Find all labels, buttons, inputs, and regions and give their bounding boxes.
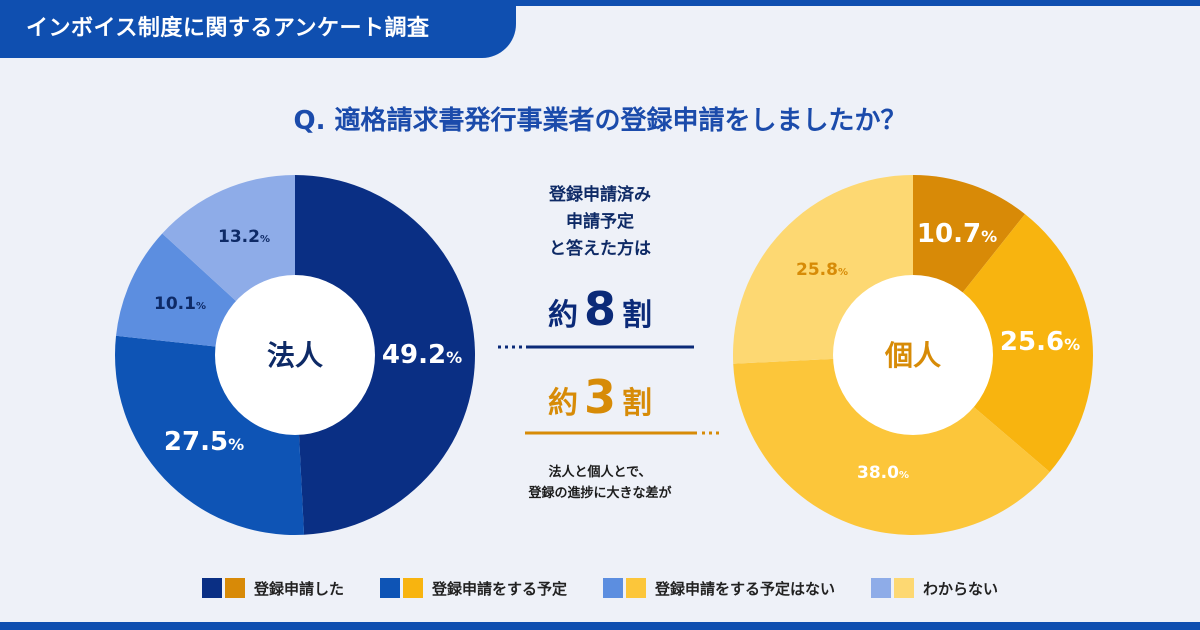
donut-center-title: 法人: [267, 339, 323, 372]
center-note: 登録申請済み 申請予定 と答えた方は: [480, 182, 720, 263]
individual-ratio-prefix: 約: [547, 386, 578, 421]
donut-data-label: 49.2%: [382, 340, 462, 370]
legend-swatch-individual: [224, 578, 245, 598]
donut-data-label: 38.0%: [857, 463, 909, 483]
legend-swatch-corp: [871, 578, 892, 598]
center-note-line-2: 申請予定: [566, 212, 634, 232]
legend-swatch-individual: [402, 578, 423, 598]
individual-ratio-number: 3: [583, 370, 616, 424]
corp-ratio-number: 8: [583, 282, 616, 336]
legend-swatch-corp: [379, 578, 400, 598]
donut-hole: [215, 275, 375, 435]
donut-hole: [833, 275, 993, 435]
footnote-line-1: 法人と個人とで、: [548, 465, 652, 480]
donut-slice: [295, 175, 475, 535]
legend-item-not-planned: 登録申請をする予定はない: [603, 578, 835, 599]
donut-slice: [913, 214, 1093, 473]
legend: 登録申請した 登録申請をする予定 登録申請をする予定はない わからない: [0, 576, 1200, 600]
survey-title: インボイス制度に関するアンケート調査: [26, 16, 430, 41]
legend-swatch-corp: [603, 578, 623, 598]
center-note-line-3: と答えた方は: [549, 239, 651, 259]
legend-item-unknown: わからない: [871, 578, 998, 599]
footnote: 法人と個人とで、 登録の進捗に大きな差が: [480, 462, 720, 504]
legend-label: わからない: [923, 579, 999, 598]
individual-ratio-suffix: 割: [622, 386, 652, 421]
center-note-line-1: 登録申請済み: [549, 185, 651, 205]
corp-ratio-prefix: 約: [547, 298, 578, 333]
legend-label: 登録申請をする予定はない: [655, 579, 836, 598]
legend-item-planned: 登録申請をする予定: [379, 578, 567, 599]
donut-data-label: 25.6%: [1000, 327, 1080, 357]
question-heading: Q. 適格請求書発行事業者の登録申請をしましたか？: [293, 106, 907, 136]
legend-label: 登録申請した: [253, 579, 344, 598]
donut-slice: [733, 355, 1050, 535]
donut-data-label: 25.8%: [796, 260, 848, 280]
donut-data-label: 10.1%: [154, 294, 206, 314]
legend-swatch-individual: [894, 578, 915, 598]
survey-title-tab: インボイス制度に関するアンケート調査: [0, 0, 516, 58]
donut-data-label: 10.7%: [917, 219, 997, 249]
legend-swatch-individual: [626, 578, 646, 598]
top-accent-bar: [0, 0, 1200, 6]
corp-donut-chart: 法人 49.2% 27.5% 10.1% 13.2%: [115, 175, 475, 535]
bottom-accent-bar: [0, 622, 1200, 630]
individual-donut-chart: 個人 10.7% 25.6% 38.0% 25.8%: [733, 175, 1093, 535]
legend-swatch-corp: [201, 578, 222, 598]
legend-item-registered: 登録申請した: [201, 578, 344, 599]
legend-label: 登録申請をする予定: [431, 579, 567, 598]
footnote-line-2: 登録の進捗に大きな差が: [528, 486, 672, 501]
corp-ratio-suffix: 割: [622, 298, 652, 333]
donut-data-label: 27.5%: [164, 427, 244, 457]
donut-center-title: 個人: [884, 339, 941, 372]
donut-data-label: 13.2%: [218, 227, 270, 247]
